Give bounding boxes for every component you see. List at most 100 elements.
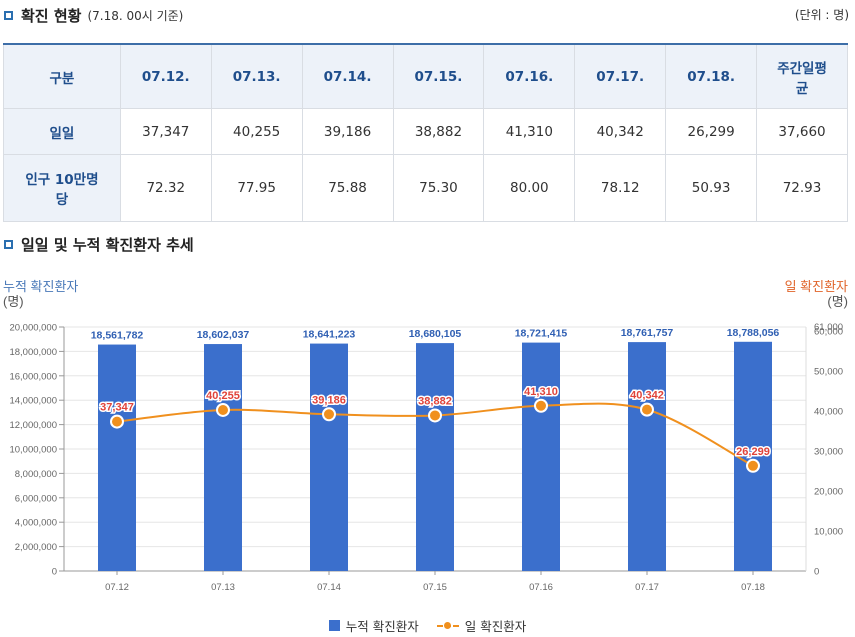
chart-legend: 누적 확진환자 일 확진환자 [0, 616, 855, 635]
left-axis-title: 누적 확진환자 [3, 279, 78, 294]
table-header-cell: 07.16. [483, 43, 576, 109]
legend-line-swatch-icon [436, 620, 459, 631]
line-value-label: 39,186 [312, 394, 346, 406]
table-cell: 72.93 [756, 154, 848, 222]
line-point [216, 402, 230, 417]
section-title: 확진 현황 [21, 7, 82, 25]
x-tick-label: 07.15 [423, 582, 447, 593]
bar [98, 344, 136, 571]
line-value-label: 40,255 [206, 390, 240, 402]
right-tick-label: 0 [814, 567, 819, 578]
table-header-cell: 주간일평균 [756, 43, 848, 109]
table-header-cell: 07.14. [301, 43, 394, 109]
bar [628, 342, 666, 571]
line-point [534, 398, 548, 413]
right-tick-label: 10,000 [814, 527, 843, 538]
bar [204, 344, 242, 571]
left-tick-label: 12,000,000 [9, 420, 57, 431]
bar-value-label: 18,680,105 [409, 328, 462, 340]
line-point [428, 408, 442, 423]
legend-bar-swatch-icon [328, 620, 340, 631]
section-title: 일일 및 누적 확진환자 추세 [21, 236, 194, 254]
bar-value-label: 18,788,056 [727, 327, 780, 339]
right-tick-label: 60,000 [814, 327, 843, 338]
right-tick-label: 40,000 [814, 407, 843, 418]
x-tick-label: 07.14 [317, 582, 341, 593]
right-tick-label: 50,000 [814, 367, 843, 378]
status-table: 구분 07.12. 07.13. 07.14. 07.15. 07.16. 07… [3, 43, 848, 222]
left-axis-unit: (명) [3, 294, 24, 309]
x-tick-label: 07.17 [635, 582, 659, 593]
bar [522, 342, 560, 571]
table-cell: 78.12 [574, 154, 667, 222]
square-bullet-icon [4, 11, 13, 20]
x-tick-label: 07.12 [105, 582, 129, 593]
legend-item-cumulative[interactable]: 누적 확진환자 [328, 616, 419, 635]
table-cell: 72.32 [119, 154, 212, 222]
bar-value-label: 18,602,037 [197, 329, 250, 341]
bar-value-label: 18,721,415 [515, 328, 568, 340]
bar-value-label: 18,761,757 [621, 327, 674, 339]
left-tick-label: 0 [52, 567, 57, 578]
section-header-status: 확진 현황 (7.18. 00시 기준) [4, 5, 183, 26]
line-point [110, 414, 124, 429]
left-tick-label: 14,000,000 [9, 396, 57, 407]
table-cell: 75.88 [301, 154, 394, 222]
table-cell: 80.00 [483, 154, 576, 222]
table-header-cell: 07.17. [574, 43, 667, 109]
right-tick-label: 30,000 [814, 447, 843, 458]
line-point [322, 407, 336, 422]
legend-label: 누적 확진환자 [345, 619, 419, 634]
left-tick-label: 8,000,000 [15, 469, 57, 480]
line-value-label: 41,310 [524, 386, 558, 398]
line-value-label: 37,347 [100, 402, 134, 414]
legend-label: 일 확진환자 [464, 619, 527, 634]
left-tick-label: 4,000,000 [15, 518, 57, 529]
right-tick-label: 20,000 [814, 487, 843, 498]
right-axis-title: 일 확진환자 [785, 279, 848, 294]
table-header-cell: 07.18. [665, 43, 758, 109]
left-tick-label: 10,000,000 [9, 445, 57, 456]
table-cell: 26,299 [665, 108, 758, 155]
line-point [746, 458, 760, 473]
left-tick-label: 2,000,000 [15, 542, 57, 553]
left-tick-label: 18,000,000 [9, 347, 57, 358]
table-cell: 41,310 [483, 108, 576, 155]
table-cell: 40,255 [210, 108, 303, 155]
left-tick-label: 16,000,000 [9, 371, 57, 382]
x-tick-label: 07.16 [529, 582, 553, 593]
row-label: 인구 10만명당 [3, 154, 121, 222]
table-cell: 75.30 [392, 154, 485, 222]
table-header-cell: 07.12. [119, 43, 212, 109]
legend-item-daily[interactable]: 일 확진환자 [436, 616, 527, 635]
row-label: 일일 [3, 108, 121, 155]
right-axis-unit: (명) [827, 294, 848, 309]
line-value-label: 40,342 [630, 390, 664, 402]
line-value-label: 26,299 [736, 446, 770, 458]
table-header-cell: 07.15. [392, 43, 485, 109]
table-cell: 39,186 [301, 108, 394, 155]
bar-value-label: 18,561,782 [91, 330, 144, 342]
table-row: 인구 10만명당 72.32 77.95 75.88 75.30 80.00 7… [3, 154, 848, 222]
unit-label: (단위 : 명) [794, 8, 849, 22]
left-tick-label: 20,000,000 [9, 323, 57, 334]
table-cell: 40,342 [574, 108, 667, 155]
section-subtitle: (7.18. 00시 기준) [87, 9, 184, 23]
table-cell: 77.95 [210, 154, 303, 222]
table-cell: 37,347 [119, 108, 212, 155]
bar [734, 341, 772, 571]
table-header-cell: 07.13. [210, 43, 303, 109]
table-header-row: 구분 07.12. 07.13. 07.14. 07.15. 07.16. 07… [3, 43, 848, 109]
left-tick-label: 6,000,000 [15, 493, 57, 504]
x-tick-label: 07.13 [211, 582, 235, 593]
bar [310, 343, 348, 571]
bar [416, 343, 454, 571]
right-tick-label-top: 61,000 [814, 322, 843, 333]
table-cell: 50.93 [665, 154, 758, 222]
table-row: 일일 37,347 40,255 39,186 38,882 41,310 40… [3, 108, 848, 155]
square-bullet-icon [4, 240, 13, 249]
table-header-cell: 구분 [3, 43, 121, 109]
trend-chart: 누적 확진환자(명)일 확진환자(명)02,000,0004,000,0006,… [3, 279, 848, 593]
x-tick-label: 07.18 [741, 582, 765, 593]
table-cell: 37,660 [756, 108, 848, 155]
